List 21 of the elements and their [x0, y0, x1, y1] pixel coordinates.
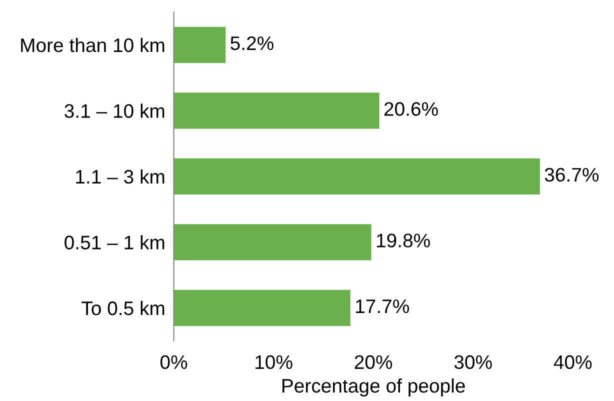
x-tick-label: 40%	[554, 355, 592, 370]
data-label: 5.2%	[230, 36, 274, 50]
y-tick-label: 3.1 – 10 km	[64, 104, 164, 118]
data-label: 19.8%	[376, 234, 430, 248]
x-tick-label: 10%	[256, 355, 292, 370]
y-tick-label: 1.1 – 3 km	[76, 169, 164, 184]
bar	[174, 92, 380, 129]
y-tick-label: To 0.5 km	[82, 300, 164, 316]
data-label: 20.6%	[384, 102, 438, 116]
x-tick-label: 20%	[354, 355, 392, 370]
bar	[174, 158, 540, 195]
y-tick-label: More than 10 km	[21, 38, 164, 52]
bar	[174, 224, 372, 260]
x-tick-label: 30%	[454, 355, 492, 370]
x-tick-label: 0%	[160, 355, 188, 370]
data-label: 17.7%	[356, 300, 409, 314]
bar	[174, 26, 226, 63]
data-label: 36.7%	[544, 168, 599, 182]
x-axis-title: Percentage of people	[282, 378, 465, 397]
bar	[174, 290, 350, 326]
y-tick-label: 0.51 – 1 km	[64, 235, 164, 250]
